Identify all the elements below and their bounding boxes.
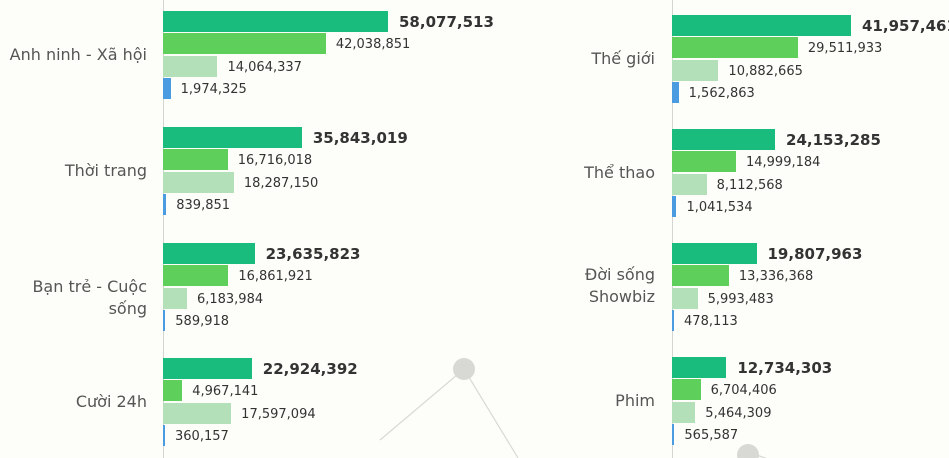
bar-series-3 (672, 59, 719, 81)
bar-series-4 (163, 424, 165, 446)
bar-series-4 (163, 193, 167, 215)
bar-series-2 (163, 149, 228, 171)
bar-series-4 (672, 81, 679, 103)
data-label: 1,562,863 (688, 85, 755, 101)
bar-series-3 (672, 401, 696, 423)
category-label: Đời sống Showbiz (584, 265, 655, 306)
data-label: 5,993,483 (707, 291, 774, 307)
data-label: 360,157 (175, 428, 229, 444)
data-label: 478,113 (684, 313, 738, 329)
data-label: 18,287,150 (243, 175, 319, 191)
bar-series-2 (163, 33, 326, 55)
data-label: 4,967,141 (192, 384, 259, 400)
bar-series-4 (163, 77, 171, 99)
bar-series-3 (163, 171, 234, 193)
data-label: 14,064,337 (227, 59, 302, 75)
category-label: Anh ninh - Xã hội (9, 45, 147, 64)
data-label: 12,734,303 (737, 359, 833, 377)
data-label: 5,464,309 (705, 405, 772, 421)
data-label: 24,153,285 (786, 131, 881, 149)
category-label: Cười 24h (75, 392, 147, 411)
bar-series-2 (672, 265, 729, 287)
bar-series-3 (163, 287, 187, 309)
bar-series-1 (163, 127, 302, 148)
category-axis (672, 0, 673, 458)
bar-series-1 (672, 243, 757, 264)
data-label: 1,974,325 (180, 81, 247, 97)
bar-series-2 (163, 265, 229, 287)
category-label: Thời trang (64, 161, 147, 180)
data-label: 14,999,184 (745, 155, 821, 171)
data-label: 22,924,392 (262, 360, 358, 378)
bar-series-1 (163, 11, 388, 32)
bar-series-4 (163, 309, 166, 331)
data-label: 839,851 (176, 197, 231, 213)
data-label: 589,918 (175, 313, 230, 329)
data-label: 16,716,018 (237, 153, 313, 169)
data-label: 17,597,094 (241, 406, 316, 422)
bar-series-4 (672, 195, 677, 217)
category-axis (163, 0, 164, 458)
data-label: 42,038,851 (335, 37, 411, 53)
bar-series-1 (672, 129, 776, 150)
data-label: 19,807,963 (767, 245, 863, 263)
data-label: 29,511,933 (807, 41, 883, 57)
bar-series-3 (672, 173, 707, 195)
bar-series-4 (672, 309, 675, 331)
bar-series-1 (163, 243, 255, 264)
data-label: 10,882,665 (728, 63, 803, 79)
decorative-node (453, 358, 475, 380)
data-label: 23,635,823 (265, 245, 361, 263)
category-label: Bạn trẻ - Cuộc sống (32, 277, 147, 318)
data-label: 35,843,019 (312, 129, 408, 147)
data-label: 1,041,534 (686, 199, 753, 215)
bar-series-2 (672, 37, 798, 59)
bar-series-2 (163, 380, 183, 402)
bar-series-2 (672, 151, 736, 173)
bar-series-1 (672, 15, 851, 36)
bar-series-2 (672, 379, 701, 401)
bar-series-3 (163, 55, 218, 77)
category-label: Thể thao (584, 163, 655, 182)
data-label: 6,704,406 (710, 383, 777, 399)
data-label: 41,957,461 (862, 17, 949, 35)
data-label: 58,077,513 (399, 13, 494, 31)
data-label: 8,112,568 (716, 177, 783, 193)
category-label: Thế giới (591, 49, 655, 68)
bar-series-1 (163, 358, 252, 379)
bar-series-3 (672, 287, 698, 309)
data-label: 565,587 (684, 427, 739, 443)
bar-series-4 (672, 423, 675, 445)
bar-series-1 (672, 357, 727, 378)
data-label: 16,861,921 (238, 269, 313, 285)
category-label: Phim (615, 391, 655, 410)
data-label: 13,336,368 (738, 269, 814, 285)
decorative-node (737, 444, 759, 458)
data-label: 6,183,984 (196, 291, 264, 307)
bar-series-3 (163, 402, 232, 424)
